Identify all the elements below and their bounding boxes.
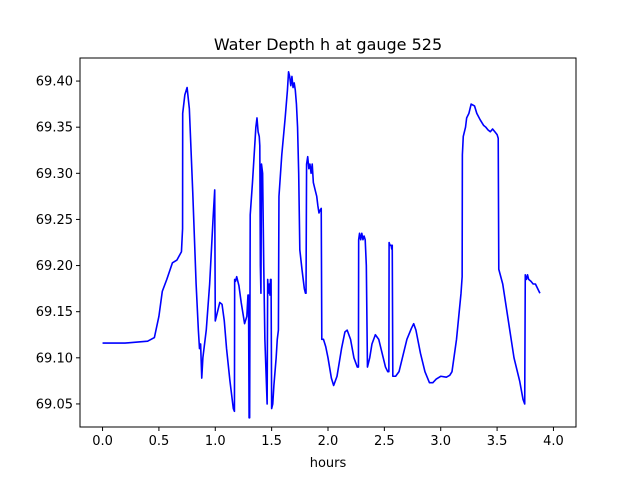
x-tick-label: 4.0 xyxy=(543,434,564,449)
y-tick-label: 69.30 xyxy=(36,167,73,182)
y-tick-label: 69.15 xyxy=(36,305,73,320)
y-tick-label: 69.20 xyxy=(36,259,73,274)
y-tick-label: 69.10 xyxy=(36,351,73,366)
y-tick-label: 69.05 xyxy=(36,397,73,412)
plot-area xyxy=(102,71,541,419)
y-tick-label: 69.40 xyxy=(36,75,73,90)
series-line-0 xyxy=(102,71,541,419)
y-tick-label: 69.35 xyxy=(36,121,73,136)
chart-title: Water Depth h at gauge 525 xyxy=(214,35,442,54)
x-tick-label: 3.0 xyxy=(430,434,451,449)
axes: 0.0 0.5 1.0 1.5 2.0 2.5 3.0 3.5 4.0 69.05 69.10 69.… xyxy=(36,57,577,449)
x-tick-label: 2.5 xyxy=(374,434,395,449)
y-tick-label: 69.25 xyxy=(36,213,73,228)
x-tick-label: 1.0 xyxy=(205,434,226,449)
x-axis-label: hours xyxy=(310,456,347,471)
x-tick-label: 2.0 xyxy=(318,434,339,449)
x-tick-label: 1.5 xyxy=(261,434,282,449)
x-tick-label: 0.5 xyxy=(149,434,170,449)
x-tick-label: 3.5 xyxy=(487,434,508,449)
x-tick-label: 0.0 xyxy=(92,434,113,449)
